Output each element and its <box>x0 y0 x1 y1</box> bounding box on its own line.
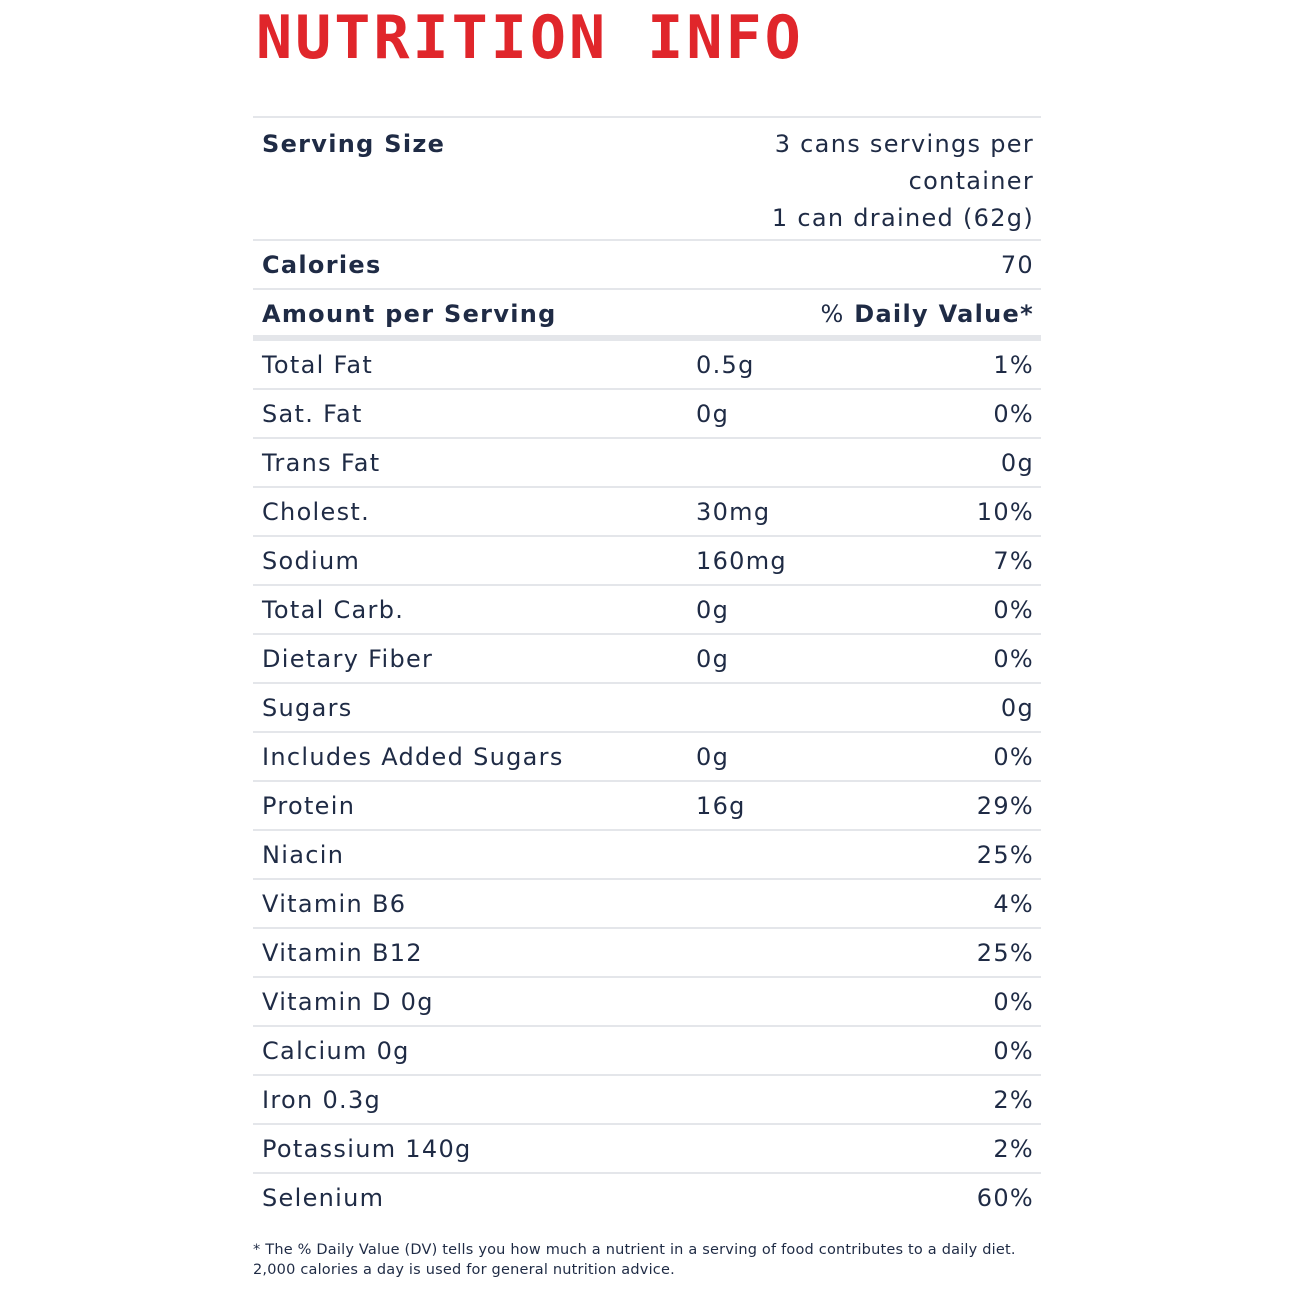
nutrient-label: Niacin <box>262 841 345 869</box>
nutrient-row: Vitamin B12 25% <box>253 927 1041 976</box>
daily-value-footnote: * The % Daily Value (DV) tells you how m… <box>253 1242 1016 1278</box>
daily-value-header: % Daily Value* <box>820 290 1034 339</box>
daily-value-percent-sign: % <box>820 300 845 328</box>
nutrient-daily-value: 25% <box>976 939 1034 967</box>
nutrient-amount: 0g <box>696 596 730 624</box>
nutrient-label: Vitamin B6 <box>262 890 407 918</box>
nutrient-label: Total Carb. <box>262 596 405 624</box>
nutrient-amount: 0.5g <box>696 351 755 379</box>
nutrient-daily-value: 0g <box>1000 449 1034 477</box>
nutrient-daily-value: 0% <box>993 1037 1034 1065</box>
nutrient-label: Total Fat <box>262 351 374 379</box>
amount-per-serving-header: Amount per Serving % Daily Value* <box>253 288 1041 339</box>
calories-row: Calories 70 <box>253 239 1041 288</box>
nutrient-label: Sugars <box>262 694 353 722</box>
serving-size-line: 1 can drained (62g) <box>771 204 1034 232</box>
nutrient-amount: 0g <box>696 743 730 771</box>
nutrient-daily-value: 0% <box>993 988 1034 1016</box>
nutrient-label: Includes Added Sugars <box>262 743 564 771</box>
nutrient-row: Protein 16g 29% <box>253 780 1041 829</box>
nutrient-row: Total Carb. 0g 0% <box>253 584 1041 633</box>
nutrition-facts-table: Serving Size 3 cans servings per contain… <box>253 116 1041 1221</box>
nutrient-daily-value: 10% <box>976 498 1034 526</box>
nutrient-row: Trans Fat 0g <box>253 437 1041 486</box>
nutrient-label: Cholest. <box>262 498 371 526</box>
nutrient-daily-value: 0% <box>993 645 1034 673</box>
nutrient-amount: 0g <box>696 645 730 673</box>
nutrient-daily-value: 0% <box>993 596 1034 624</box>
servings-per-container-line1: 3 cans servings per <box>774 130 1034 158</box>
nutrient-label: Iron 0.3g <box>262 1086 382 1114</box>
nutrient-label: Protein <box>262 792 356 820</box>
daily-value-label: Daily Value* <box>854 300 1034 328</box>
amount-per-serving-label: Amount per Serving <box>262 300 557 328</box>
nutrient-label: Sodium <box>262 547 361 575</box>
nutrient-daily-value: 0% <box>993 400 1034 428</box>
nutrient-label: Calcium 0g <box>262 1037 410 1065</box>
nutrient-daily-value: 1% <box>993 351 1034 379</box>
nutrient-row: Dietary Fiber 0g 0% <box>253 633 1041 682</box>
nutrient-daily-value: 60% <box>976 1184 1034 1212</box>
nutrient-daily-value: 2% <box>993 1135 1034 1163</box>
nutrient-label: Sat. Fat <box>262 400 363 428</box>
nutrient-row: Sodium 160mg 7% <box>253 535 1041 584</box>
nutrient-daily-value: 25% <box>976 841 1034 869</box>
serving-size-label: Serving Size <box>262 130 446 158</box>
nutrient-row: Cholest. 30mg 10% <box>253 486 1041 535</box>
nutrient-label: Vitamin D 0g <box>262 988 434 1016</box>
nutrient-row: Includes Added Sugars 0g 0% <box>253 731 1041 780</box>
nutrient-label: Vitamin B12 <box>262 939 423 967</box>
nutrient-amount: 16g <box>696 792 746 820</box>
nutrient-amount: 0g <box>696 400 730 428</box>
nutrient-daily-value: 2% <box>993 1086 1034 1114</box>
nutrient-list: Total Fat 0.5g 1% Sat. Fat 0g 0% Trans Fat 0g Ch… <box>253 339 1041 1221</box>
nutrient-label: Selenium <box>262 1184 385 1212</box>
calories-value: 70 <box>1000 251 1034 279</box>
nutrient-daily-value: 29% <box>976 792 1034 820</box>
nutrient-row: Vitamin D 0g 0% <box>253 976 1041 1025</box>
page-title: NUTRITION INFO <box>256 3 804 73</box>
servings-per-container-line2: container <box>908 167 1034 195</box>
nutrient-row: Potassium 140g 2% <box>253 1123 1041 1172</box>
nutrient-label: Dietary Fiber <box>262 645 434 673</box>
nutrient-row: Total Fat 0.5g 1% <box>253 339 1041 388</box>
nutrient-daily-value: 4% <box>993 890 1034 918</box>
nutrient-amount: 30mg <box>696 498 771 526</box>
nutrient-label: Potassium 140g <box>262 1135 472 1163</box>
nutrient-row: Sugars 0g <box>253 682 1041 731</box>
nutrient-amount: 160mg <box>696 547 787 575</box>
serving-size-row: Serving Size 3 cans servings per contain… <box>253 116 1041 239</box>
nutrient-row: Vitamin B6 4% <box>253 878 1041 927</box>
calories-label: Calories <box>262 251 382 279</box>
nutrient-label: Trans Fat <box>262 449 381 477</box>
nutrient-row: Calcium 0g 0% <box>253 1025 1041 1074</box>
nutrient-daily-value: 0g <box>1000 694 1034 722</box>
nutrient-daily-value: 0% <box>993 743 1034 771</box>
nutrient-row: Selenium 60% <box>253 1172 1041 1221</box>
nutrient-daily-value: 7% <box>993 547 1034 575</box>
nutrient-row: Iron 0.3g 2% <box>253 1074 1041 1123</box>
serving-size-value: 3 cans servings per container 1 can drai… <box>772 126 1034 237</box>
nutrient-row: Niacin 25% <box>253 829 1041 878</box>
nutrient-row: Sat. Fat 0g 0% <box>253 388 1041 437</box>
